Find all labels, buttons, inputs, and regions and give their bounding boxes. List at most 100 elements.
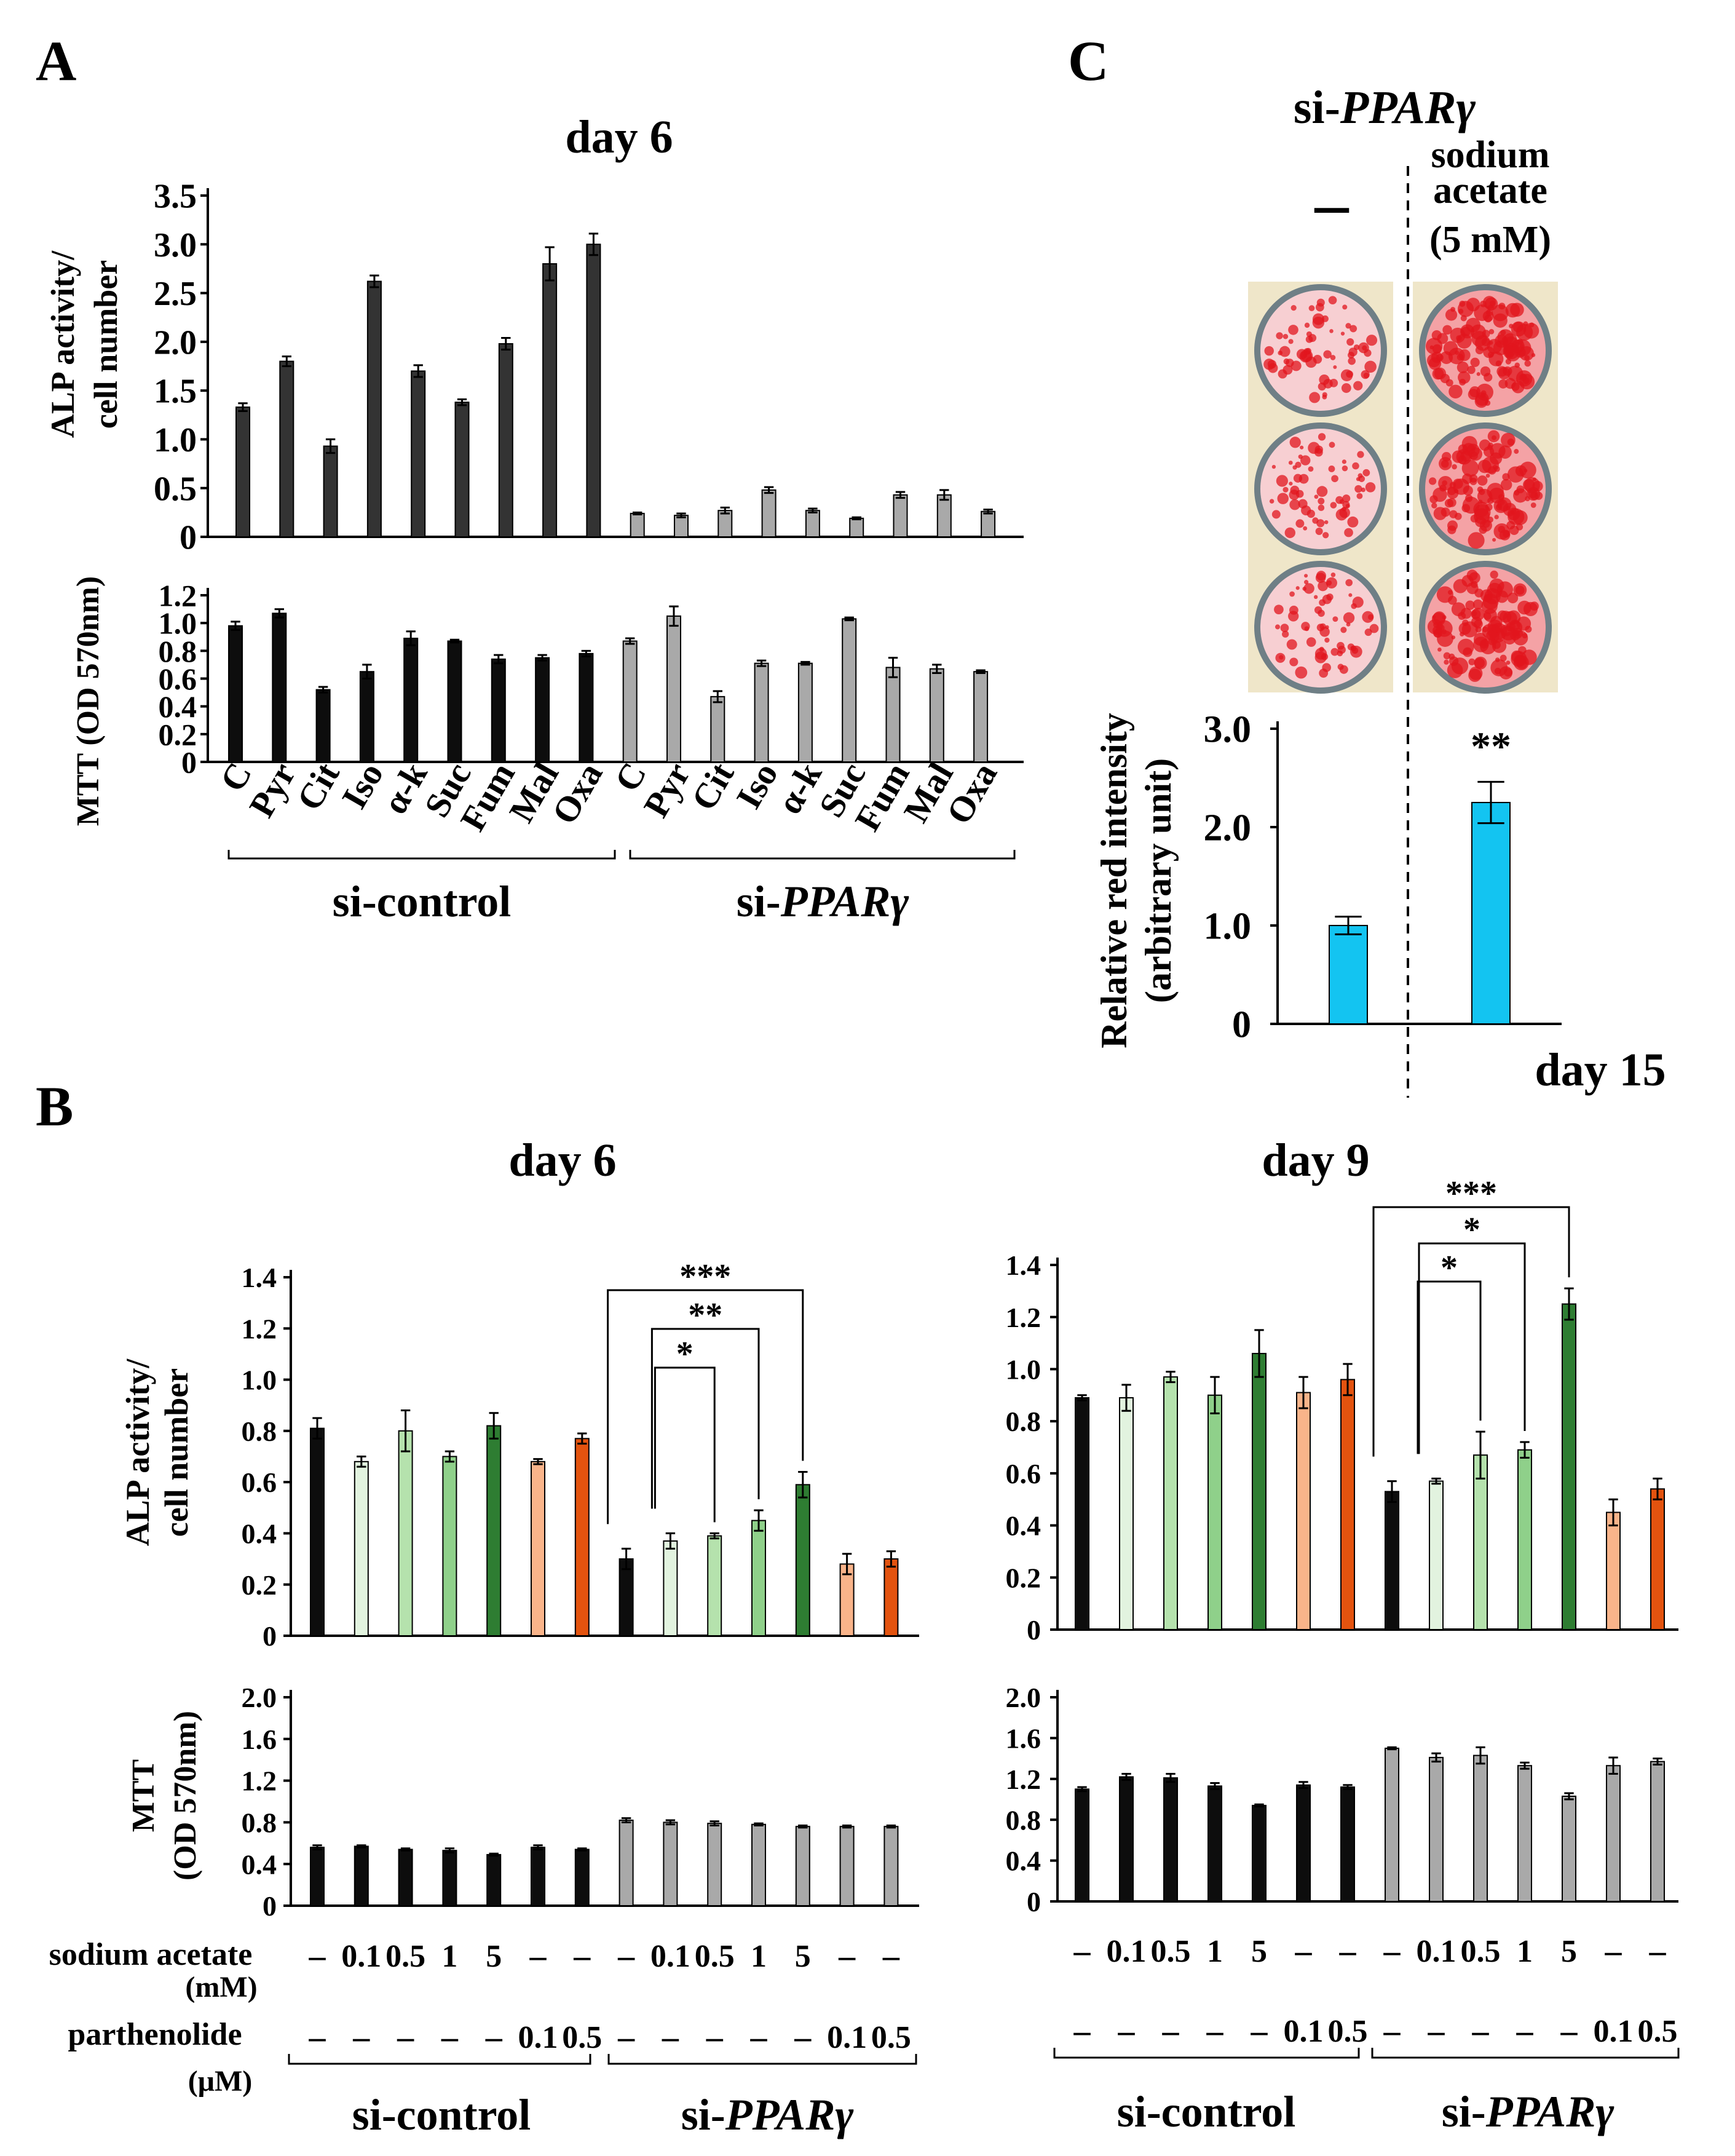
- bar: [1429, 1756, 1444, 1902]
- stain-spot: [1312, 313, 1324, 325]
- significance-bracket: [607, 1289, 804, 1524]
- stain-spot: [1316, 486, 1328, 497]
- stain-spot: [1269, 499, 1275, 504]
- error-bar: [676, 512, 686, 518]
- sodium-acetate-unit-label: (mM): [185, 1971, 257, 2003]
- y-axis-label-line1: ALP activity/: [119, 1358, 156, 1546]
- stain-spot: [1286, 639, 1297, 650]
- bar: [531, 1847, 545, 1907]
- stain-spot: [1362, 611, 1374, 623]
- bar: [885, 667, 901, 763]
- stain-spot: [1271, 510, 1281, 519]
- y-tick-label: 2.5: [154, 275, 197, 313]
- error-bar: [1608, 1498, 1618, 1527]
- stain-spot: [1441, 460, 1449, 468]
- stain-spot: [1492, 435, 1496, 440]
- error-bar: [798, 1470, 808, 1499]
- stain-spot: [1522, 633, 1528, 639]
- error-bar: [1166, 1371, 1176, 1384]
- significance-label: **: [1471, 724, 1511, 769]
- significance-label: ***: [1445, 1175, 1497, 1213]
- bar: [310, 1427, 325, 1636]
- stain-spot: [1442, 325, 1452, 335]
- y-tick-label: 0: [263, 1620, 277, 1652]
- stain-spot: [1441, 451, 1452, 462]
- stain-spot: [1472, 599, 1484, 609]
- bar: [403, 638, 419, 763]
- bar: [1517, 1765, 1532, 1902]
- panel-c-ylabel-line2: (arbitrary unit): [1138, 758, 1179, 1003]
- y-tick-label: 2.0: [154, 323, 197, 362]
- error-bar: [720, 506, 730, 515]
- significance-label: *: [1463, 1211, 1480, 1249]
- bar: [973, 671, 989, 763]
- treatment-value: 0.5: [1638, 2014, 1678, 2049]
- stain-spot: [1432, 368, 1444, 380]
- stain-spot: [1276, 475, 1288, 487]
- stain-spot: [1288, 339, 1294, 344]
- error-bar: [808, 507, 818, 513]
- panel-letter-b: B: [36, 1075, 73, 1138]
- y-tick-label: 1.0: [1006, 1354, 1041, 1385]
- treatment-dash: –: [485, 2018, 503, 2055]
- treatment-dash: –: [352, 2018, 370, 2055]
- treatment-dash: –: [1206, 2012, 1224, 2049]
- stain-spot: [1459, 378, 1466, 386]
- stain-spot: [1346, 622, 1351, 627]
- stain-spot: [1488, 341, 1493, 345]
- stain-spot: [1433, 507, 1447, 520]
- significance-bracket: [1418, 1242, 1526, 1454]
- error-bar: [842, 1553, 852, 1575]
- error-bar: [581, 649, 591, 657]
- stain-spot: [1366, 335, 1378, 346]
- error-bar: [449, 638, 460, 644]
- stain-spot: [1490, 616, 1503, 628]
- bar: [795, 1484, 810, 1636]
- panel-b-day6-si-control-label: si-control: [352, 2090, 531, 2139]
- stain-spot: [1516, 485, 1525, 494]
- treatment-dash: –: [1516, 2012, 1534, 2049]
- bar: [1340, 1786, 1355, 1903]
- stain-spot: [1496, 366, 1508, 377]
- bar: [1650, 1488, 1665, 1631]
- bar: [535, 657, 550, 763]
- panel-b-day6-title: day 6: [508, 1135, 616, 1186]
- error-bar: [357, 1456, 366, 1468]
- bar: [674, 515, 689, 537]
- stain-spot: [1295, 586, 1300, 590]
- bar: [579, 652, 594, 763]
- y-tick-label: 0.4: [159, 689, 197, 724]
- y-tick-label: 1.4: [1006, 1250, 1041, 1281]
- treatment-value: 0.1: [650, 1939, 690, 1974]
- stain-spot: [1328, 296, 1337, 304]
- y-tick-label: 1.5: [154, 373, 197, 411]
- bar: [717, 510, 733, 538]
- stain-spot: [1444, 499, 1454, 508]
- stain-spot: [1328, 466, 1335, 472]
- stain-spot: [1342, 304, 1348, 310]
- stain-spot: [1474, 335, 1491, 351]
- bar: [805, 510, 820, 538]
- stain-spot: [1303, 526, 1308, 531]
- panel-c-ylabel-line1: Relative red intensity: [1094, 713, 1134, 1048]
- panel-letter-a: A: [36, 30, 76, 92]
- stain-spot: [1448, 384, 1463, 398]
- stain-spot: [1319, 646, 1324, 652]
- bar: [1473, 1754, 1488, 1903]
- stain-spot: [1322, 595, 1332, 604]
- stain-spot: [1264, 346, 1274, 356]
- stain-spot: [1289, 482, 1293, 486]
- stain-spot: [1497, 329, 1514, 346]
- stain-spot: [1486, 630, 1496, 641]
- panel-b-day9-si-control-label: si-control: [1117, 2087, 1296, 2136]
- bar: [797, 662, 813, 763]
- y-tick-label: 0.8: [242, 1807, 277, 1839]
- stain-spot: [1288, 611, 1299, 622]
- bar: [323, 445, 338, 537]
- error-bar: [1298, 1781, 1308, 1789]
- panel-a-si-ppar-bracket: [629, 850, 1016, 860]
- stain-spot: [1505, 359, 1512, 365]
- y-tick-label: 0.2: [159, 717, 197, 751]
- error-bar: [413, 364, 423, 378]
